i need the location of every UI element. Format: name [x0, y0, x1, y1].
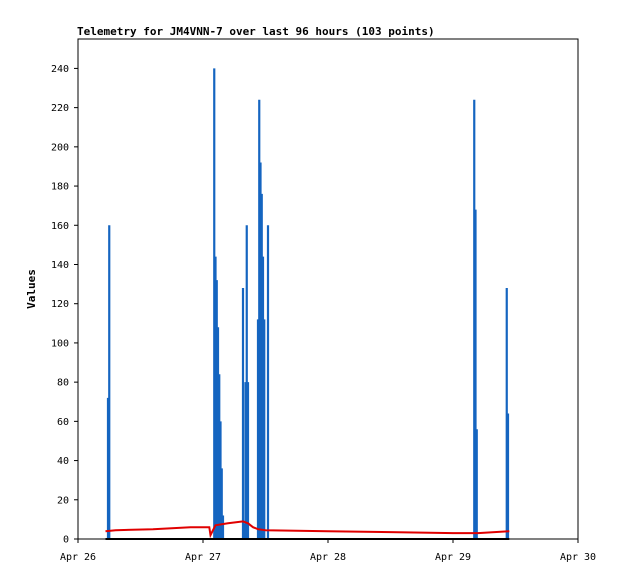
y-tick-label: 80: [57, 378, 69, 389]
plot-area: [77, 38, 579, 540]
y-tick-label: 140: [51, 260, 69, 271]
y-tick-label: 0: [63, 535, 69, 546]
trend-line: [105, 520, 510, 539]
y-axis-label: Values: [25, 269, 38, 309]
y-tick-label: 180: [51, 182, 69, 193]
y-tick-label: 160: [51, 221, 69, 232]
x-tick-label: Apr 27: [185, 552, 221, 563]
x-tick-label: Apr 28: [310, 552, 346, 563]
y-tick-label: 40: [57, 456, 69, 467]
x-tick-label: Apr 26: [60, 552, 96, 563]
x-tick-label: Apr 29: [435, 552, 471, 563]
y-tick-label: 100: [51, 338, 69, 349]
y-tick-label: 200: [51, 142, 69, 153]
y-tick-label: 220: [51, 103, 69, 114]
y-tick-label: 120: [51, 299, 69, 310]
chart-title: Telemetry for JM4VNN-7 over last 96 hour…: [77, 25, 435, 38]
y-tick-label: 20: [57, 495, 69, 506]
spike-series: [106, 68, 510, 539]
series-layer: [105, 68, 510, 540]
y-tick-label: 60: [57, 417, 69, 428]
y-axis: 0 20 40 60 80 100 120 140 160 180 200 220 240: [51, 64, 78, 546]
x-tick-label: Apr 30: [560, 552, 596, 563]
x-axis: Apr 26 Apr 27 Apr 28 Apr 29 Apr 30: [60, 539, 596, 563]
y-tick-label: 240: [51, 64, 69, 75]
